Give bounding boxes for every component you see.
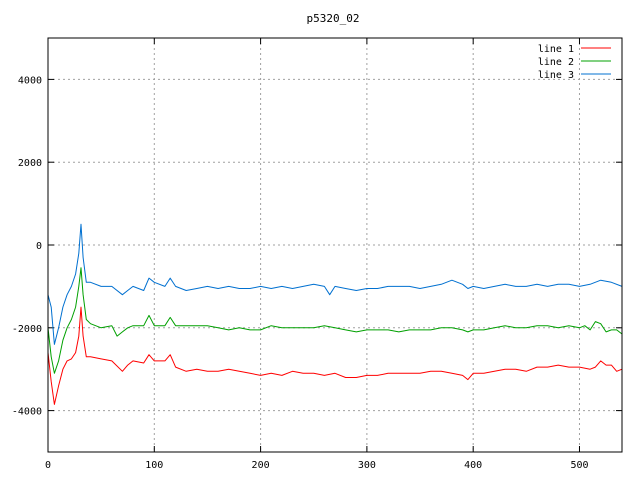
x-tick-label: 100 (145, 460, 163, 471)
legend-label: line 3 (538, 70, 574, 81)
y-tick-label: 2000 (18, 158, 42, 169)
x-tick-label: 300 (358, 460, 376, 471)
series-line-1 (47, 306, 623, 405)
y-tick-label: 0 (36, 241, 42, 252)
x-tick-label: 0 (45, 460, 51, 471)
y-tick-label: -4000 (12, 407, 42, 418)
chart-title: p5320_02 (307, 12, 360, 25)
series-line-2 (47, 267, 623, 374)
x-tick-label: 500 (570, 460, 588, 471)
axis-ticks: 0 100 200 300 400 500 -4000 -2000 0 2000 4000 (12, 38, 622, 471)
legend: line 1 line 2 line 3 (538, 44, 611, 81)
legend-label: line 2 (538, 57, 574, 68)
x-tick-label: 200 (252, 460, 270, 471)
plot-frame (47, 37, 623, 453)
y-tick-label: 4000 (18, 75, 42, 86)
x-tick-label: 400 (464, 460, 482, 471)
grid (48, 38, 622, 452)
legend-label: line 1 (538, 44, 574, 55)
series-line-3 (47, 223, 623, 345)
series-lines (47, 223, 623, 405)
y-tick-label: -2000 (12, 324, 42, 335)
